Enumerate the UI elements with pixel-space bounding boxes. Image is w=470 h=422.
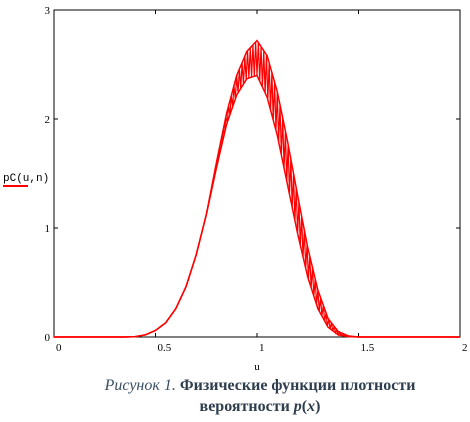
x-tick-label: 1	[259, 342, 265, 354]
y-tick-labels: 0 1 2 3	[45, 5, 51, 344]
y-tick-label: 1	[45, 223, 51, 235]
series-pC	[54, 39, 460, 338]
y-tick-label: 2	[45, 114, 51, 126]
caption-paren-close: )	[315, 398, 321, 415]
y-axis-label: pC(u,n)	[3, 173, 49, 185]
x-tick-labels: 0 0.5 1 1.5 2	[56, 342, 468, 354]
caption-line-2: вероятности p(x)	[60, 396, 460, 417]
caption-arg: x	[307, 398, 316, 415]
x-tick-label: 0.5	[158, 342, 172, 354]
caption-title-2: вероятности	[199, 398, 294, 415]
plot-frame	[53, 9, 461, 338]
figure-caption: Рисунок 1. Физические функции плотности …	[60, 375, 460, 417]
caption-prefix: Рисунок 1.	[104, 377, 176, 394]
caption-paren-open: (	[301, 398, 308, 415]
y-tick-label: 3	[45, 5, 51, 17]
caption-line-1: Рисунок 1. Физические функции плотности	[60, 375, 460, 396]
series-lower-envelope	[54, 74, 460, 338]
x-axis-label: u	[254, 361, 260, 372]
x-tick-label: 2	[462, 342, 468, 354]
caption-title-1: Физические функции плотности	[179, 377, 416, 394]
y-tick-label: 0	[45, 332, 51, 344]
caption-var: p	[293, 398, 302, 415]
series-line	[54, 41, 460, 338]
tick-marks	[53, 9, 461, 338]
x-tick-label: 1.5	[361, 342, 375, 354]
chart: 0 1 2 3 0 0.5 1 1.5 2 pC(u,n) u	[3, 5, 468, 372]
x-tick-label: 0	[56, 342, 62, 354]
series-upper-envelope	[54, 39, 460, 338]
